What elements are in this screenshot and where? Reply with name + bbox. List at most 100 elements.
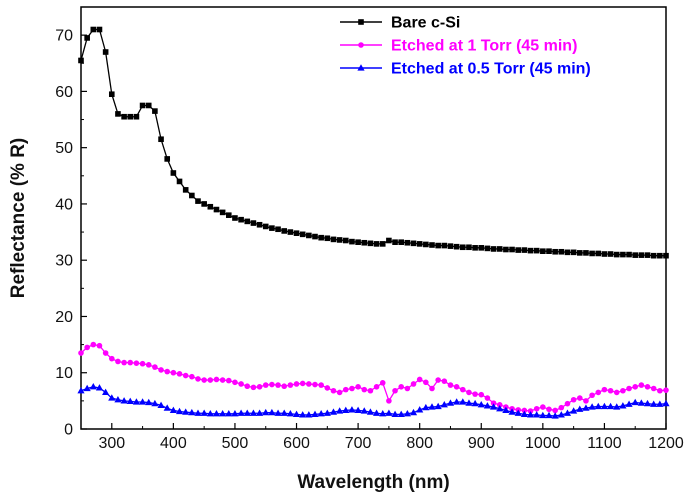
series-2-point: [472, 391, 478, 397]
series-3-point: [372, 409, 381, 416]
series-3-point: [582, 404, 590, 411]
series-1-point: [373, 241, 380, 247]
series-2-point: [527, 408, 534, 414]
series-3-point: [280, 409, 288, 416]
series-1-point: [349, 238, 355, 245]
series-2-point: [287, 382, 294, 388]
series-3-point: [219, 410, 227, 417]
series-1-point: [158, 136, 164, 143]
series-2-point: [195, 376, 201, 382]
series-3-point: [489, 403, 498, 410]
series-3-point: [600, 402, 609, 410]
series-2-point: [115, 358, 121, 365]
y-tick-label: 20: [55, 309, 73, 326]
series-3-point: [477, 401, 485, 408]
series-2: [78, 341, 669, 414]
series-3-point: [471, 399, 479, 407]
series-1-point: [570, 249, 577, 256]
series-1-point: [244, 218, 251, 225]
series-1-point: [552, 248, 558, 255]
series-2-point: [355, 384, 361, 390]
series-1-point: [540, 248, 546, 254]
series-1-point: [330, 236, 337, 243]
series-3-point: [545, 411, 553, 419]
series-1-point: [521, 247, 528, 253]
series-2-point: [281, 383, 288, 390]
series-2-point: [632, 384, 639, 390]
series-3-point: [656, 400, 664, 407]
series-3-point: [514, 409, 522, 416]
series-3-point: [483, 402, 492, 409]
series-3-point: [557, 411, 565, 418]
series-2-point: [552, 407, 558, 414]
series-1-point: [281, 228, 288, 234]
series-1-point: [657, 252, 663, 259]
series-3-point: [305, 411, 313, 418]
x-tick-label: 400: [160, 435, 187, 452]
series-1-point: [626, 251, 632, 258]
x-axis-ticks: 300 400 500 600 700 800 900 1000 1100 1200: [80, 423, 684, 452]
series-1-point: [250, 220, 257, 226]
series-3-point: [631, 398, 639, 406]
series-1-point: [459, 244, 466, 251]
series-2-point: [90, 341, 97, 348]
series-2-point: [342, 386, 349, 393]
series-1-point: [127, 113, 134, 120]
series-3-point: [391, 410, 399, 417]
series-2-point: [521, 407, 528, 414]
y-axis-ticks: 0 10 20 30 40 50 60 70: [55, 28, 87, 439]
series-2-point: [496, 402, 503, 408]
x-tick-label: 700: [345, 435, 372, 452]
series-2-point: [620, 387, 626, 394]
series-2-point: [392, 387, 398, 394]
series-1-point: [466, 244, 472, 251]
series-1-point: [102, 49, 109, 55]
series-3-point: [465, 399, 473, 406]
series-3-point: [502, 406, 510, 414]
series-3-point: [323, 409, 331, 416]
plot-frame: [80, 6, 667, 430]
series-2-point: [484, 395, 491, 401]
series-1-point: [121, 113, 127, 120]
series-2-point: [576, 395, 583, 401]
series-2-point: [386, 398, 392, 404]
series-1-point: [269, 225, 275, 231]
x-tick-label: 600: [283, 435, 310, 452]
series-2-point: [275, 382, 281, 388]
series-2-point: [201, 377, 207, 383]
series-2-line: [80, 343, 667, 412]
series-2-point: [657, 387, 663, 394]
series-1-point: [429, 242, 435, 248]
series-2-point: [453, 384, 460, 390]
series-2-point: [299, 380, 306, 387]
series-2-point: [373, 384, 380, 390]
series-3-point: [606, 402, 615, 410]
series-2-point: [410, 381, 417, 387]
series-1-point: [583, 250, 589, 256]
series-2-point: [361, 386, 368, 393]
series-2-point: [176, 371, 183, 377]
series-2-point: [108, 355, 115, 362]
series-3-point: [311, 410, 319, 417]
series-2-point: [583, 398, 589, 404]
series-3-point: [255, 409, 264, 416]
x-tick-label: 1000: [525, 435, 561, 452]
series-3-point: [348, 406, 356, 413]
series-2-point: [447, 382, 454, 388]
series-3-point: [212, 410, 221, 417]
series-2-point: [102, 350, 109, 356]
series-3-point: [194, 409, 202, 416]
series-2-point: [367, 387, 374, 394]
series-1-point: [256, 221, 263, 228]
series-1-point: [78, 57, 84, 64]
series-3-point: [637, 399, 645, 406]
series-1-point: [232, 215, 238, 221]
series-1-point: [306, 232, 312, 239]
series-1-point: [139, 102, 146, 109]
legend-marker: [358, 19, 364, 25]
series-2-point: [152, 364, 158, 370]
series-3-point: [132, 398, 141, 405]
series-3-point: [354, 406, 362, 414]
series-1-point: [527, 247, 534, 254]
series-2-point: [330, 387, 337, 394]
